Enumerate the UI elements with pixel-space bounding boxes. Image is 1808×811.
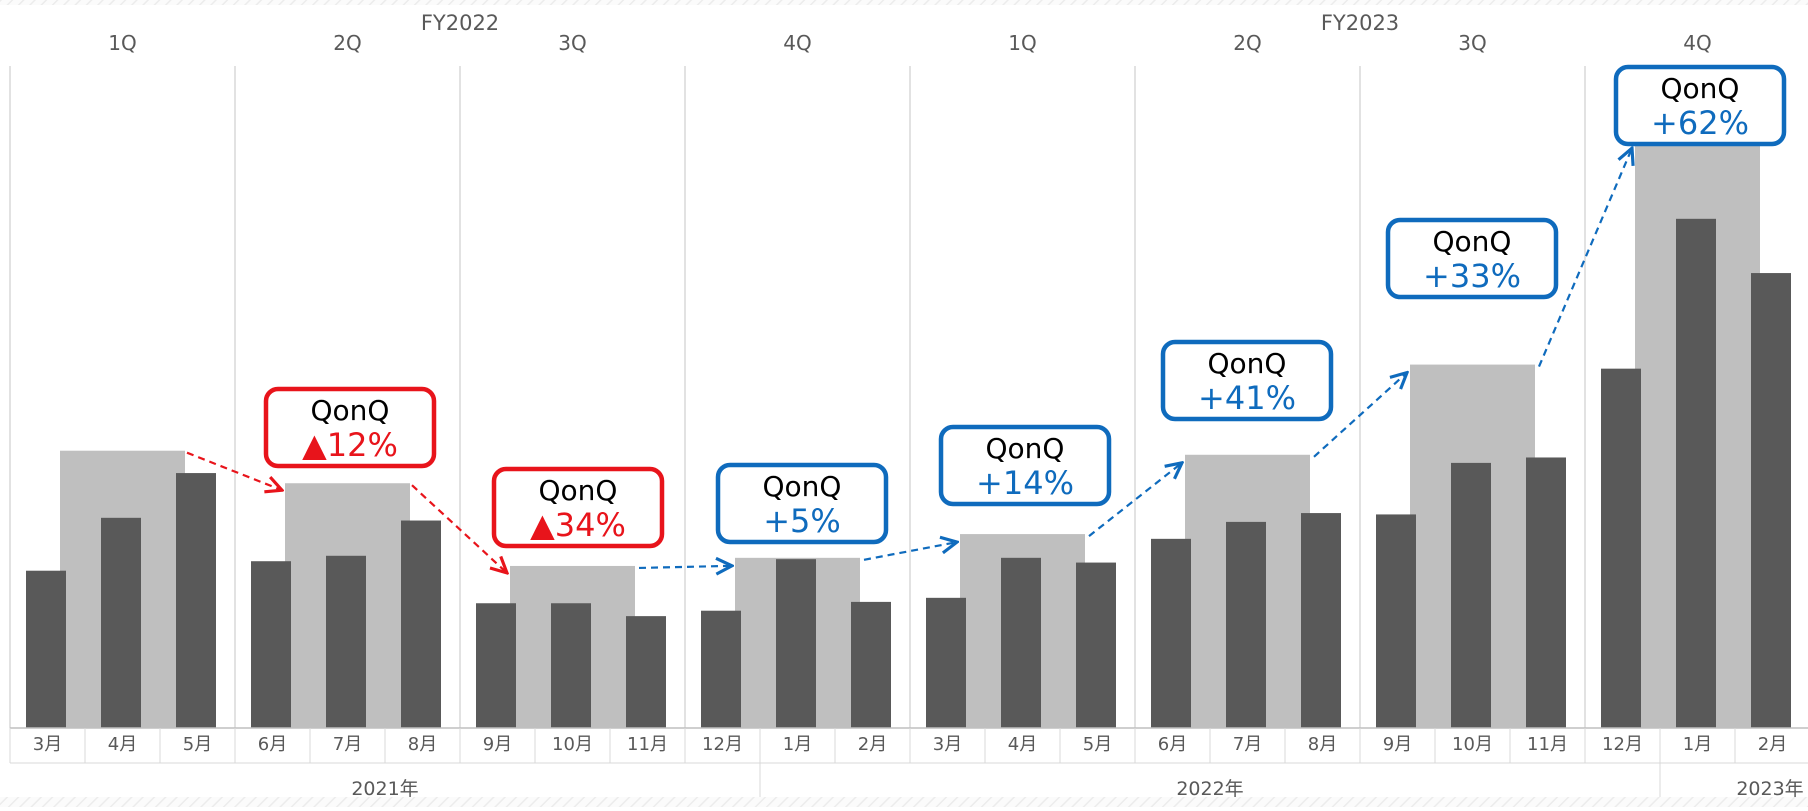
month-tick-label: 3月 [933,734,962,755]
quarter-label: 4Q [783,31,811,55]
qonq-callout-value: +14% [976,464,1074,502]
month-tick-label: 1月 [783,734,812,755]
qonq-arrow [186,451,282,491]
month-tick-label: 8月 [1308,734,1337,755]
qonq-callout-value: +5% [763,502,841,540]
month-tick-label: 8月 [408,734,437,755]
quarter-label: 2Q [1233,31,1261,55]
monthly-bar [176,473,216,728]
monthly-bar [1001,557,1041,728]
qonq-callout-box [1613,64,1787,147]
month-tick-label: 7月 [1233,734,1262,755]
monthly-bar [1151,538,1191,728]
month-tick-label: 5月 [1083,734,1112,755]
month-tick-label: 7月 [333,734,362,755]
qonq-callout-title: QonQ [311,394,390,427]
calendar-year-label: 2021年 [351,778,418,800]
qonq-callout-box [715,462,889,545]
month-tick-label: 10月 [1452,734,1493,755]
bottom-hatch-strip [0,797,1808,807]
monthly-bar [1526,457,1566,728]
quarter-label: 4Q [1683,31,1711,55]
calendar-year-label: 2023年 [1736,778,1803,800]
month-tick-label: 9月 [483,734,512,755]
monthly-bar [926,597,966,728]
fiscal-year-label: FY2023 [1321,11,1399,35]
qonq-callout-title: QonQ [986,432,1065,465]
month-tick-label: 5月 [183,734,212,755]
quarter-label: 3Q [1458,31,1486,55]
month-tick-label: 1月 [1683,734,1712,755]
qonq-callout-box [1160,339,1334,422]
qonq-callout-title: QonQ [1433,225,1512,258]
monthly-bar [1076,562,1116,728]
quarter-label: 1Q [1008,31,1036,55]
monthly-bar [326,555,366,728]
qonq-arrow [1088,463,1182,537]
qonq-arrow [1537,148,1632,368]
top-hatch-strip [0,0,1808,5]
qonq-callout-title: QonQ [1661,72,1740,105]
monthly-bar [1751,273,1791,728]
qonq-callout-value: +41% [1198,379,1296,417]
month-tick-label: 6月 [258,734,287,755]
month-tick-label: 11月 [627,734,668,755]
month-tick-label: 10月 [552,734,593,755]
monthly-bar [1676,218,1716,728]
qonq-callout-title: QonQ [1208,347,1287,380]
monthly-bar [1301,513,1341,728]
fiscal-year-label: FY2022 [421,11,499,35]
qonq-callout-title: QonQ [763,470,842,503]
month-tick-label: 2月 [858,734,887,755]
month-tick-label: 9月 [1383,734,1412,755]
month-tick-label: 3月 [33,734,62,755]
monthly-bar [1451,462,1491,728]
monthly-bar [1376,514,1416,728]
monthly-bar [851,601,891,728]
qonq-callout-box [938,424,1112,507]
monthly-bar [551,603,591,728]
qonq-callout-value: +33% [1423,257,1521,295]
quarter-label: 1Q [108,31,136,55]
monthly-bar [476,603,516,728]
month-tick-label: 12月 [702,734,743,755]
monthly-bar [626,616,666,728]
month-tick-label: 4月 [1008,734,1037,755]
monthly-bar [101,517,141,728]
qonq-callout-box [491,466,665,549]
qonq-callout-value: ▲12% [302,426,398,464]
quarter-label: 2Q [333,31,361,55]
qonq-callout-box [263,386,437,469]
month-tick-label: 11月 [1527,734,1568,755]
monthly-bar [701,610,741,728]
qonq-arrow [411,484,507,573]
calendar-year-label: 2022年 [1176,778,1243,800]
monthly-bar [251,561,291,728]
month-tick-label: 4月 [108,734,137,755]
monthly-bar [1226,521,1266,728]
monthly-bar [1601,368,1641,728]
qonq-callout-title: QonQ [539,474,618,507]
qonq-arrow [1313,373,1407,458]
monthly-bar [776,559,816,728]
qonq-arrow [638,566,732,568]
month-tick-label: 6月 [1158,734,1187,755]
qonq-arrow [863,542,957,561]
qonq-callout-box [1385,217,1559,300]
qonq-callout-value: ▲34% [530,506,626,544]
monthly-bar [26,570,66,728]
quarter-label: 3Q [558,31,586,55]
month-tick-label: 2月 [1758,734,1787,755]
monthly-bar [401,520,441,728]
month-tick-label: 12月 [1602,734,1643,755]
qonq-callout-value: +62% [1651,104,1749,142]
